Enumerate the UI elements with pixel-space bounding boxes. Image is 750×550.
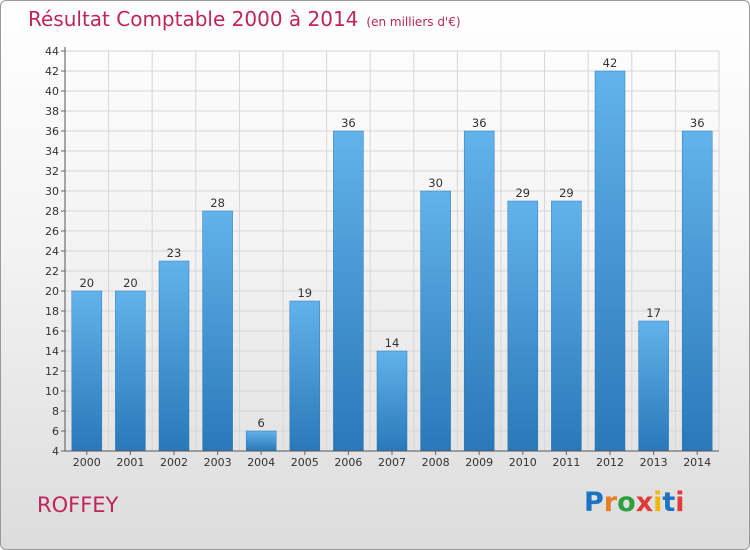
labels: 4 6 8 10 12 14 16 18 20 22 24 26 28 30 32 34 36 38 40 42 44 2… (45, 45, 711, 469)
y-tick-label: 40 (45, 85, 59, 98)
bar-2006 (333, 130, 364, 452)
y-tick-label: 34 (45, 145, 59, 158)
chart-subtitle: (en milliers d'€) (366, 15, 461, 29)
data-label: 42 (603, 56, 618, 70)
y-tick-label: 38 (45, 105, 59, 118)
data-label: 19 (297, 286, 312, 300)
y-tick-label: 14 (45, 345, 59, 358)
title-row: Résultat Comptable 2000 à 2014 (en millie… (28, 7, 461, 31)
y-tick-label: 32 (45, 165, 59, 178)
bars (71, 70, 713, 452)
y-tick-label: 30 (45, 185, 59, 198)
bar-2003 (202, 210, 233, 452)
y-tick-label: 8 (52, 405, 59, 418)
x-tick-label: 2011 (552, 456, 580, 469)
y-tick-label: 10 (45, 385, 59, 398)
y-tick-label: 28 (45, 205, 59, 218)
data-label: 14 (385, 336, 400, 350)
y-tick-label: 22 (45, 265, 59, 278)
y-tick-label: 18 (45, 305, 59, 318)
x-tick-label: 2000 (73, 456, 101, 469)
bar-2011 (551, 200, 582, 452)
logo-letter: i (675, 487, 685, 518)
y-tick-label: 12 (45, 365, 59, 378)
x-tick-label: 2006 (334, 456, 362, 469)
x-tick-label: 2010 (509, 456, 537, 469)
bar-2007 (376, 350, 408, 452)
y-tick-label: 26 (45, 225, 59, 238)
bar-2010 (507, 200, 539, 452)
x-tick-label: 2013 (640, 456, 668, 469)
x-tick-label: 2007 (378, 456, 406, 469)
data-label: 36 (690, 116, 705, 130)
data-label: 17 (646, 306, 661, 320)
x-tick-label: 2014 (683, 456, 711, 469)
bar-2009 (463, 130, 495, 452)
data-label: 30 (428, 176, 443, 190)
x-tick-label: 2012 (596, 456, 624, 469)
commune-name: ROFFEY (37, 493, 119, 517)
proxiti-logo: Proxiti (584, 487, 685, 518)
x-tick-label: 2003 (204, 456, 232, 469)
logo-letter: x (635, 487, 654, 518)
y-tick-label: 16 (45, 325, 59, 338)
bar-2002 (158, 260, 190, 452)
logo-letter: P (584, 487, 604, 518)
x-tick-label: 2002 (160, 456, 188, 469)
axes (61, 47, 719, 455)
data-label: 23 (167, 246, 182, 260)
logo-letter: i (653, 487, 663, 518)
data-label: 36 (472, 116, 487, 130)
y-tick-label: 20 (45, 285, 59, 298)
data-label: 20 (123, 276, 138, 290)
bar-2004 (245, 430, 277, 452)
y-tick-label: 24 (45, 245, 59, 258)
x-tick-label: 2009 (465, 456, 493, 469)
logo-letter: r (603, 487, 618, 518)
data-label: 29 (559, 186, 574, 200)
logo-letter: o (617, 487, 636, 518)
bar-2001 (115, 290, 146, 452)
y-tick-label: 36 (45, 125, 59, 138)
bar-2013 (638, 320, 669, 452)
x-tick-label: 2005 (291, 456, 319, 469)
x-tick-label: 2008 (422, 456, 450, 469)
bar-2012 (594, 70, 626, 452)
data-label: 20 (79, 276, 94, 290)
bar-2008 (420, 190, 451, 452)
logo-letter: t (662, 487, 676, 518)
bar-2000 (71, 290, 103, 452)
y-tick-label: 6 (52, 425, 59, 438)
data-label: 6 (258, 416, 265, 430)
bar-2014 (681, 130, 713, 452)
chart-title: Résultat Comptable 2000 à 2014 (28, 7, 359, 31)
data-label: 28 (210, 196, 225, 210)
y-tick-label: 42 (45, 65, 59, 78)
y-tick-label: 4 (52, 445, 59, 458)
data-label: 36 (341, 116, 356, 130)
x-tick-label: 2001 (116, 456, 144, 469)
y-tick-label: 44 (45, 45, 59, 58)
data-label: 29 (515, 186, 530, 200)
bar-2005 (289, 300, 321, 452)
x-tick-label: 2004 (247, 456, 275, 469)
